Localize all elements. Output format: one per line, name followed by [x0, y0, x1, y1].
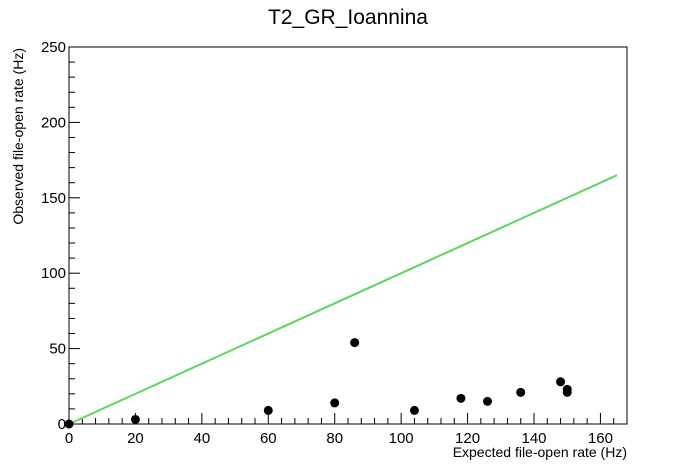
data-point	[516, 387, 526, 397]
plot-frame	[68, 46, 628, 425]
y-tick-label: 0	[58, 416, 66, 433]
x-tick-label: 80	[326, 430, 343, 447]
x-tick-label: 40	[194, 430, 211, 447]
x-tick-label: 60	[260, 430, 277, 447]
y-tick-label: 250	[41, 39, 66, 56]
data-point	[556, 377, 566, 387]
x-tick-label: 20	[127, 430, 144, 447]
x-tick-label: 0	[65, 430, 73, 447]
y-axis-label: Observed file-open rate (Hz)	[10, 48, 26, 225]
data-point	[130, 414, 140, 424]
y-tick-label: 100	[41, 265, 66, 282]
reference-line	[68, 174, 618, 425]
data-point	[483, 396, 492, 406]
y-axis: 0 50 100 150 200 250	[41, 39, 80, 433]
y-tick-label: 50	[49, 341, 66, 358]
x-tick-label: 140	[521, 430, 546, 447]
x-axis-label: Expected file-open rate (Hz)	[453, 444, 627, 460]
x-tick-label: 100	[389, 430, 414, 447]
data-point	[562, 387, 572, 397]
data-point	[350, 338, 360, 348]
data-point	[409, 405, 419, 415]
x-axis: 0 20 40 60 80 100 120 140 160	[65, 413, 628, 447]
x-tick-label: 160	[588, 430, 613, 447]
x-tick-label: 120	[455, 430, 480, 447]
chart-title: T2_GR_Ioannina	[268, 6, 428, 29]
data-point	[330, 398, 340, 408]
y-tick-label: 150	[41, 190, 66, 207]
plot-area-border	[68, 46, 628, 425]
data-point	[456, 393, 466, 403]
y-tick-label: 200	[41, 114, 66, 131]
data-point	[64, 419, 74, 429]
data-point	[263, 405, 273, 415]
series-layer	[64, 174, 618, 429]
